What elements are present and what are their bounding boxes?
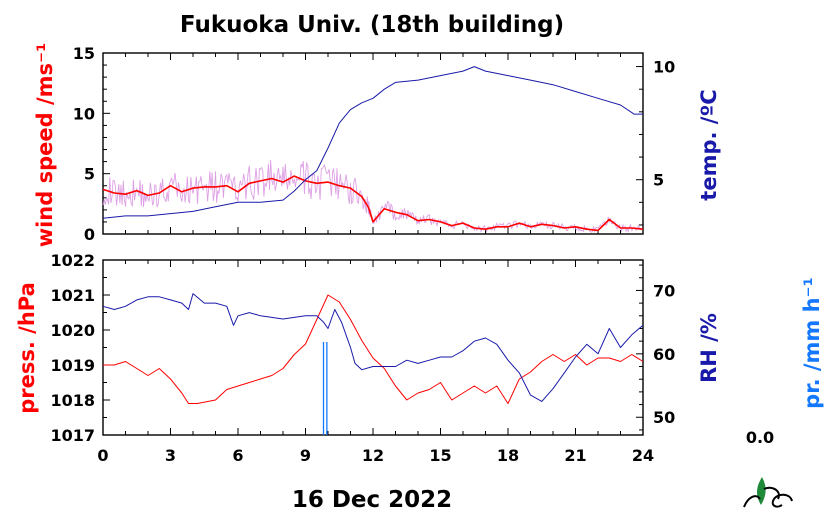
y-right-tick-label: 10	[653, 58, 675, 77]
pressure-line	[103, 294, 644, 404]
logo	[743, 477, 793, 508]
x-tick-label: 0	[97, 446, 108, 465]
y-left-tick-label: 1017	[50, 426, 95, 445]
wind-axis-label: wind speed /ms⁻¹	[33, 43, 57, 248]
y-left-tick-label: 1022	[50, 251, 95, 270]
precip-axis-label: pr. /mm h⁻¹	[800, 277, 824, 409]
y-left-tick-label: 10	[73, 104, 95, 123]
plot-frame	[102, 52, 644, 235]
y-right-tick-label: 60	[653, 345, 675, 364]
x-tick-label: 15	[429, 446, 451, 465]
wind-speed-line	[102, 175, 644, 232]
chart-title: Fukuoka Univ. (18th building)	[180, 12, 564, 38]
y-left-tick-label: 1020	[50, 321, 95, 340]
x-tick-label: 24	[632, 446, 654, 465]
precip-total: 0.0	[746, 428, 774, 447]
y-left-tick-label: 0	[84, 225, 95, 244]
y-left-tick-label: 1019	[50, 356, 95, 375]
x-tick-label: 21	[564, 446, 586, 465]
y-left-tick-label: 5	[84, 165, 95, 184]
x-tick-label: 9	[300, 446, 311, 465]
x-tick-label: 18	[497, 446, 519, 465]
logo-swoosh-icon	[743, 486, 793, 508]
x-tick-label: 3	[165, 446, 176, 465]
plot-frame	[102, 259, 644, 436]
y-right-tick-label: 5	[653, 171, 664, 190]
x-tick-label: 6	[232, 446, 243, 465]
y-left-tick-label: 1018	[50, 391, 95, 410]
logo-leaf-icon	[756, 477, 766, 505]
temp-line	[102, 66, 643, 219]
y-right-tick-label: 70	[653, 281, 675, 300]
pressure-axis-label: press. /hPa	[15, 282, 39, 414]
wind-raw-line	[102, 159, 643, 234]
y-right-tick-label: 50	[653, 408, 675, 427]
y-left-tick-label: 15	[73, 44, 95, 63]
rh-axis-label: RH /%	[697, 313, 721, 383]
plot-layer: 0 5 10 15 5 10 0 3 6 9 12 15 18 21 24 1017 1018 1019 1020 1…	[50, 44, 675, 465]
rh-line	[102, 293, 644, 402]
date-label: 16 Dec 2022	[292, 487, 452, 513]
y-left-tick-label: 1021	[50, 286, 95, 305]
temp-axis-label: temp. /ºC	[697, 89, 721, 200]
x-tick-label: 12	[362, 446, 384, 465]
